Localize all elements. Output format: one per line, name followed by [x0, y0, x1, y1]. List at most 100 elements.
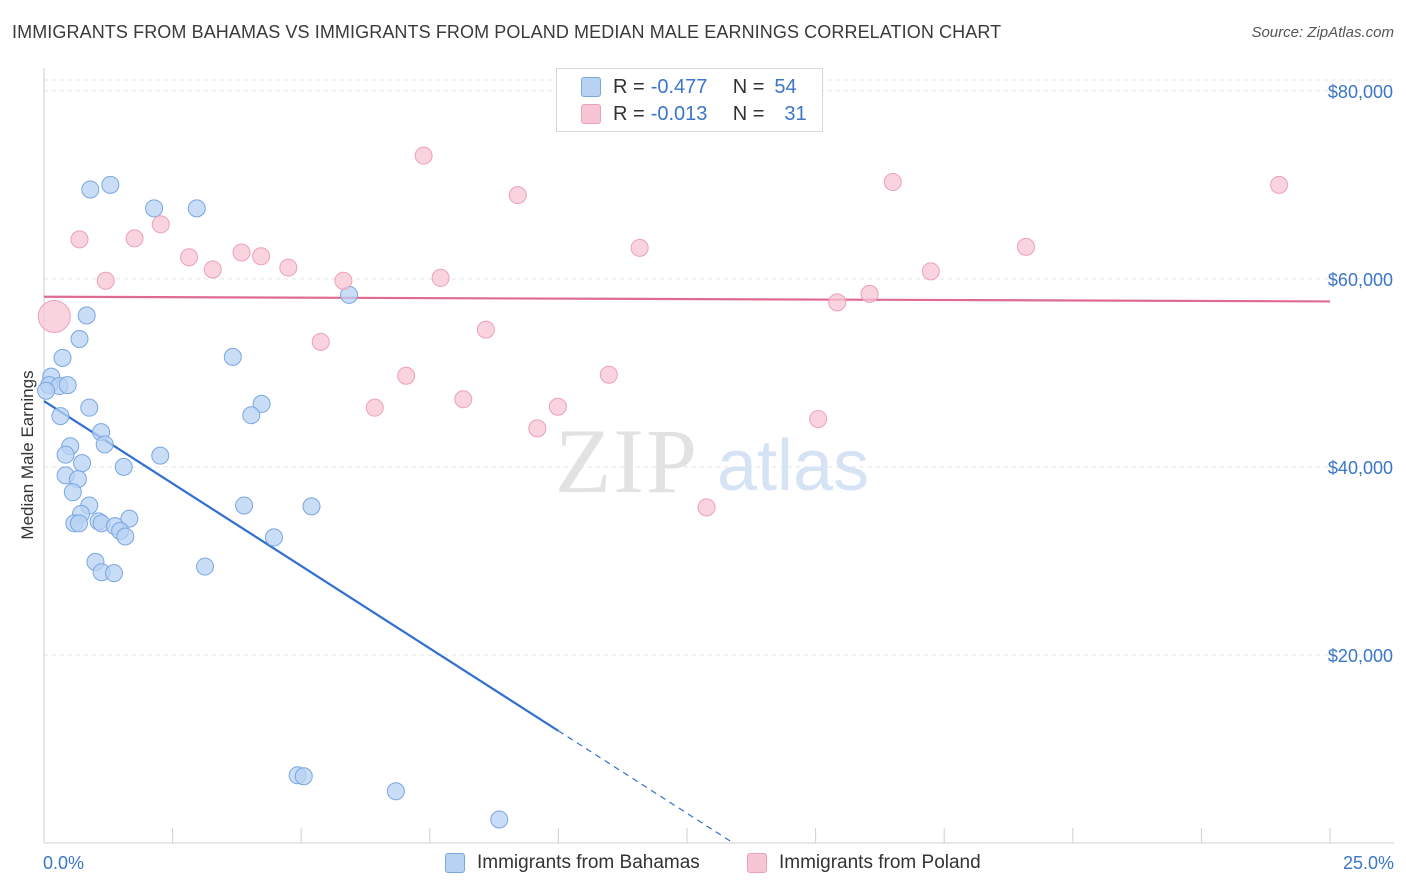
point-bahamas: [37, 381, 56, 400]
point-poland: [921, 262, 940, 281]
point-poland: [334, 271, 353, 290]
point-poland: [397, 366, 416, 385]
point-poland: [180, 248, 199, 267]
point-bahamas: [69, 514, 88, 533]
point-poland: [1270, 175, 1289, 194]
point-poland: [476, 320, 495, 339]
legend-n-label: N =: [732, 102, 765, 125]
point-bahamas: [104, 564, 123, 583]
point-bahamas: [242, 406, 261, 425]
point-bahamas: [63, 483, 82, 502]
point-poland: [37, 299, 71, 333]
point-poland: [508, 186, 527, 205]
point-poland: [96, 271, 115, 290]
point-bahamas: [187, 199, 206, 218]
point-poland: [1016, 237, 1035, 256]
point-poland: [599, 365, 618, 384]
legend-n-value: 54: [774, 75, 797, 98]
point-poland: [125, 229, 144, 248]
point-bahamas: [53, 348, 72, 367]
source-label: Source: ZipAtlas.com: [1251, 24, 1394, 41]
point-poland: [431, 268, 450, 287]
point-bahamas: [51, 407, 70, 426]
bottom-legend-label-bahamas: Immigrants from Bahamas: [477, 852, 700, 873]
point-bahamas: [302, 497, 321, 516]
bottom-legend-swatch-poland: [747, 853, 767, 873]
point-poland: [232, 243, 251, 262]
legend-r-value: -0.477: [650, 75, 708, 98]
point-poland: [151, 215, 170, 234]
point-bahamas: [114, 457, 133, 476]
bottom-legend-bahamas: Immigrants from Bahamas: [445, 852, 700, 874]
legend-row-poland: R = -0.013 N = 31: [581, 102, 807, 126]
point-poland: [70, 230, 89, 249]
point-bahamas: [95, 435, 114, 454]
point-bahamas: [490, 810, 509, 829]
point-bahamas: [58, 376, 77, 395]
x-tick-label-max: 25.0%: [1343, 853, 1394, 873]
point-bahamas: [56, 445, 75, 464]
point-poland: [828, 293, 847, 312]
bottom-legend-poland: Immigrants from Poland: [747, 852, 981, 874]
legend-n-label: N =: [732, 75, 765, 98]
point-bahamas: [386, 782, 405, 801]
point-poland: [203, 260, 222, 279]
point-poland: [454, 390, 473, 409]
point-poland: [883, 173, 902, 192]
point-bahamas: [120, 509, 139, 528]
point-bahamas: [80, 398, 99, 417]
point-bahamas: [101, 175, 120, 194]
watermark-atlas: atlas: [717, 426, 869, 506]
legend-r-label: R =: [613, 102, 645, 125]
point-poland: [860, 284, 879, 303]
y-tick-label: $60,000: [1328, 270, 1393, 290]
point-bahamas: [145, 199, 164, 218]
y-tick-label: $40,000: [1328, 458, 1393, 478]
legend-r-value: -0.013: [650, 102, 708, 125]
bottom-legend-label-poland: Immigrants from Poland: [779, 852, 981, 873]
correlation-legend: R = -0.477 N = 54 R = -0.013 N = 31: [556, 68, 823, 132]
legend-n-value: 31: [784, 102, 807, 125]
gridlines: [44, 79, 1394, 656]
scatter-points: [37, 146, 1289, 829]
point-poland: [630, 238, 649, 257]
trend-lines: [43, 295, 1331, 844]
x-tick-label-min: 0.0%: [43, 853, 84, 873]
point-poland: [311, 332, 330, 351]
point-bahamas: [252, 394, 271, 413]
point-poland: [252, 247, 271, 266]
trend-line-poland: [43, 295, 1331, 303]
point-poland: [697, 498, 716, 517]
point-bahamas: [116, 527, 135, 546]
point-bahamas: [151, 446, 170, 465]
point-poland: [548, 397, 567, 416]
point-bahamas: [264, 528, 283, 547]
legend-row-bahamas: R = -0.477 N = 54: [581, 75, 797, 99]
legend-r-label: R =: [613, 75, 645, 98]
legend-swatch-poland: [581, 104, 601, 124]
watermark: ZIP atlas: [555, 410, 869, 512]
point-bahamas: [223, 347, 242, 366]
point-bahamas: [294, 767, 313, 786]
axes: [43, 68, 1394, 844]
point-bahamas: [81, 180, 100, 199]
point-poland: [528, 419, 547, 438]
watermark-zip: ZIP: [555, 410, 699, 512]
trend-line-bahamas: [43, 400, 559, 732]
point-bahamas: [196, 557, 215, 576]
point-poland: [809, 409, 828, 428]
y-axis-title: Median Male Earnings: [18, 370, 37, 539]
y-tick-labels: $20,000 $40,000 $60,000 $80,000: [1328, 82, 1393, 666]
point-bahamas: [77, 306, 96, 325]
point-bahamas: [73, 454, 92, 473]
point-poland: [365, 398, 384, 417]
point-poland: [279, 258, 298, 277]
point-bahamas: [70, 330, 89, 349]
point-poland: [414, 146, 433, 165]
point-bahamas: [235, 496, 254, 515]
y-tick-label: $20,000: [1328, 646, 1393, 666]
y-tick-label: $80,000: [1328, 82, 1393, 102]
trend-line-bahamas-extension: [558, 730, 734, 844]
legend-swatch-bahamas: [581, 77, 601, 97]
